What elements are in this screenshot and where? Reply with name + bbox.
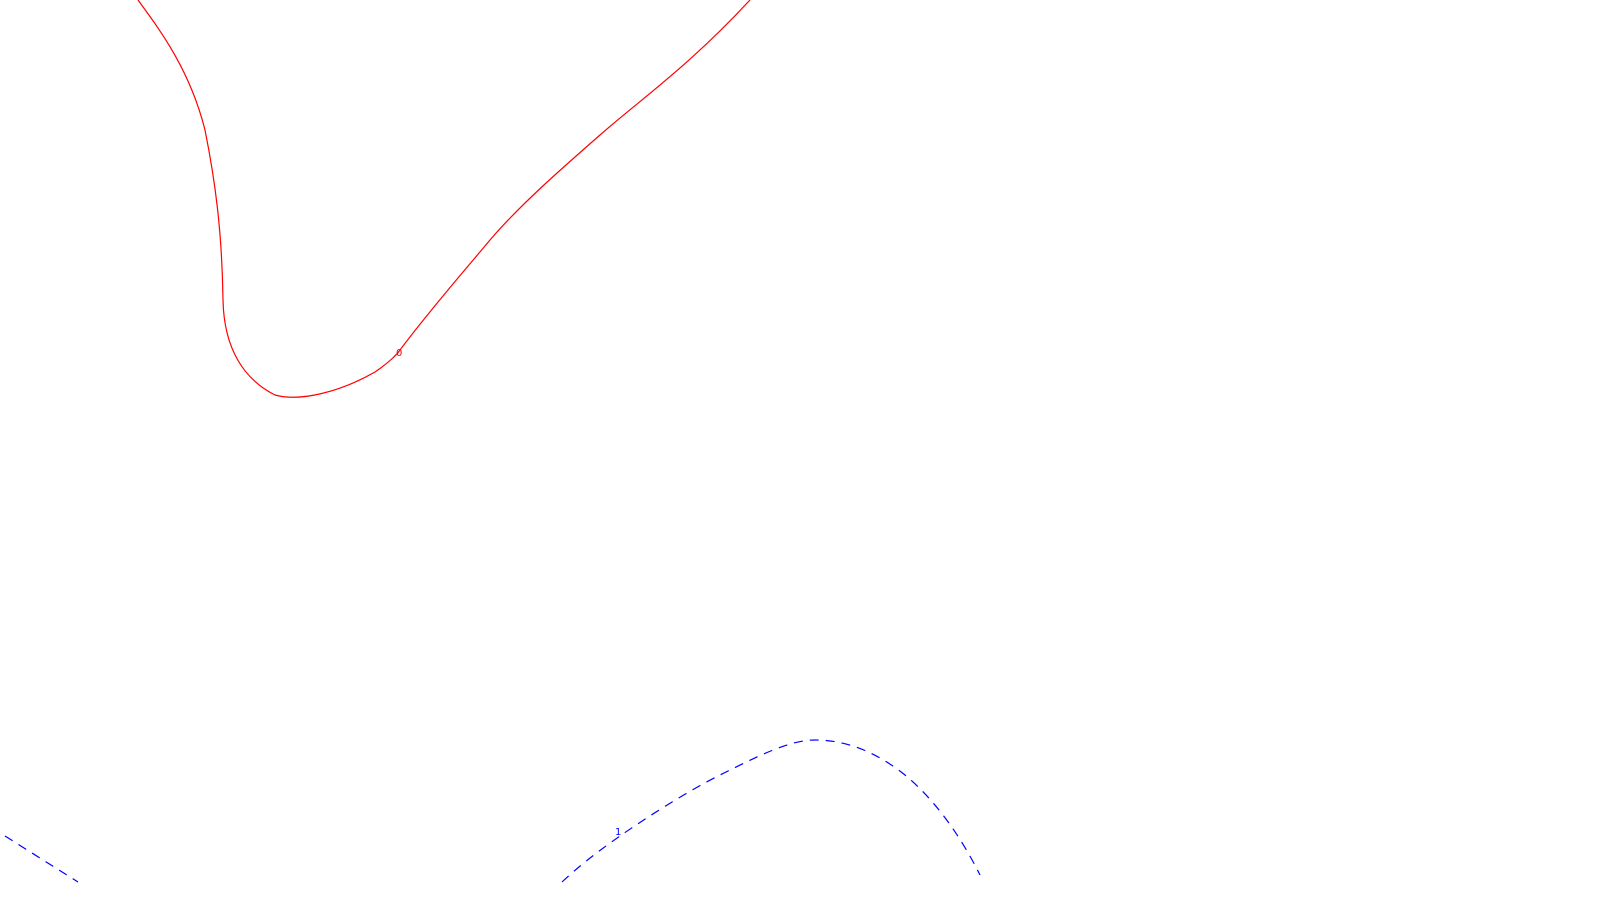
- contour-label-0: 0: [396, 348, 402, 359]
- contour-line-1-left-segment: [4, 835, 79, 883]
- contour-line-1: [561, 739, 981, 883]
- contour-line-0: [137, 0, 751, 398]
- contour-label-1: 1: [615, 827, 621, 838]
